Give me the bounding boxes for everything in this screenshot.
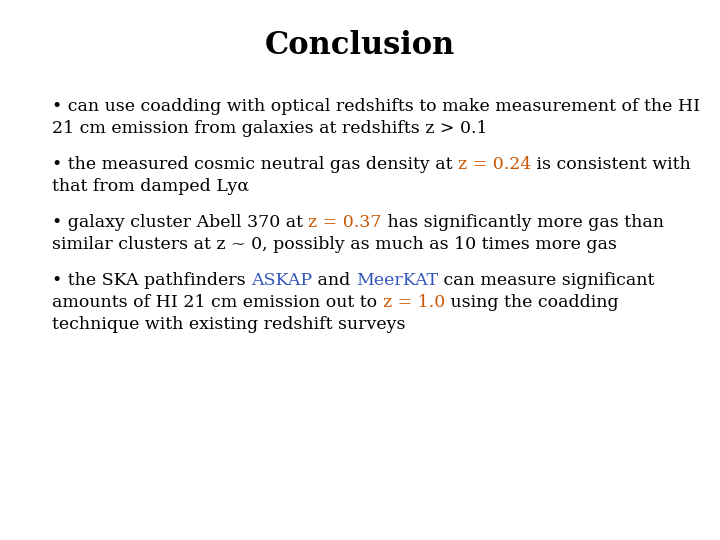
Text: can measure significant: can measure significant [438,272,654,289]
Text: z = 1.0: z = 1.0 [382,294,445,311]
Text: using the coadding: using the coadding [445,294,618,311]
Text: that from damped Lyα: that from damped Lyα [52,178,249,195]
Text: MeerKAT: MeerKAT [356,272,438,289]
Text: • can use coadding with optical redshifts to make measurement of the HI: • can use coadding with optical redshift… [52,98,700,115]
Text: • the measured cosmic neutral gas density at: • the measured cosmic neutral gas densit… [52,156,458,173]
Text: and: and [312,272,356,289]
Text: technique with existing redshift surveys: technique with existing redshift surveys [52,316,405,333]
Text: z = 0.24: z = 0.24 [458,156,531,173]
Text: • galaxy cluster Abell 370 at: • galaxy cluster Abell 370 at [52,214,308,231]
Text: is consistent with: is consistent with [531,156,691,173]
Text: Conclusion: Conclusion [265,30,455,61]
Text: has significantly more gas than: has significantly more gas than [382,214,664,231]
Text: similar clusters at z ~ 0, possibly as much as 10 times more gas: similar clusters at z ~ 0, possibly as m… [52,236,617,253]
Text: z = 0.37: z = 0.37 [308,214,382,231]
Text: amounts of HI 21 cm emission out to: amounts of HI 21 cm emission out to [52,294,382,311]
Text: ASKAP: ASKAP [251,272,312,289]
Text: • the SKA pathfinders: • the SKA pathfinders [52,272,251,289]
Text: 21 cm emission from galaxies at redshifts z > 0.1: 21 cm emission from galaxies at redshift… [52,120,487,137]
